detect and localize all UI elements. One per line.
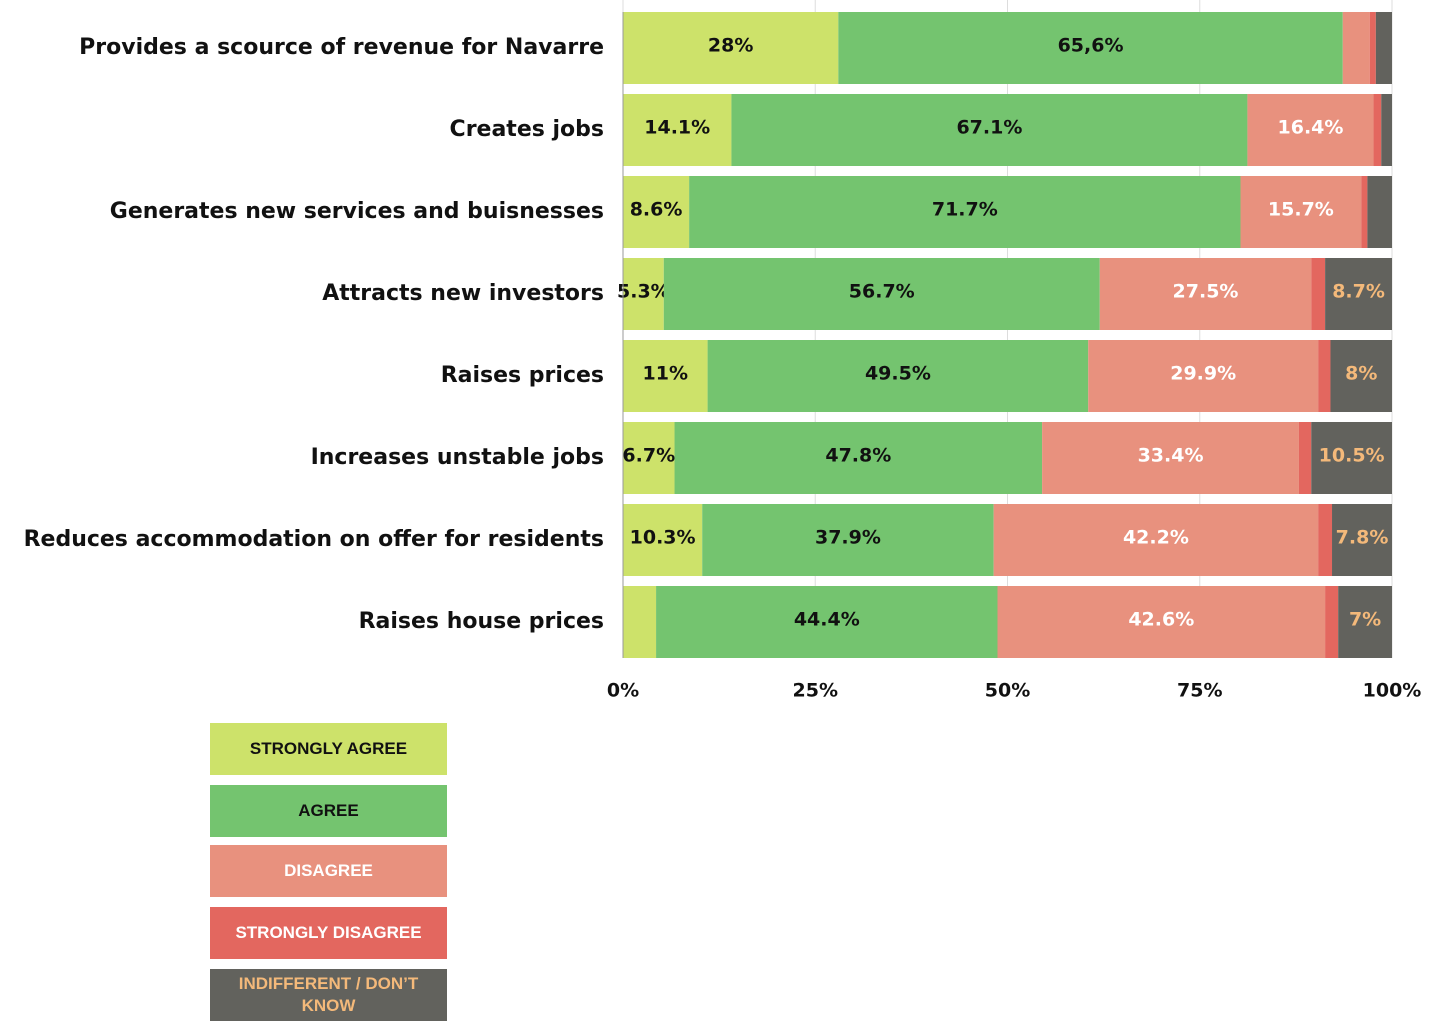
- bar-segment: [993, 504, 1319, 576]
- value-label: 56.7%: [849, 281, 915, 303]
- bar-segment: [674, 422, 1043, 494]
- bar-segment: [1325, 586, 1339, 658]
- value-label: 28%: [708, 35, 753, 57]
- value-label: 37.9%: [815, 527, 881, 549]
- bar-segment: [1042, 422, 1299, 494]
- category-label: Attracts new investors: [322, 281, 604, 306]
- value-label: 5.3%: [617, 281, 670, 303]
- value-label: 47.8%: [825, 445, 891, 467]
- value-label: 10.5%: [1319, 445, 1385, 467]
- value-label: 6.7%: [622, 445, 675, 467]
- legend-item: INDIFFERENT / DON’T KNOW: [210, 969, 447, 1021]
- category-label: Creates jobs: [450, 117, 604, 142]
- bar-segment: [623, 586, 657, 658]
- bar-segment: [1369, 12, 1376, 84]
- category-label: Increases unstable jobs: [311, 445, 604, 470]
- bar-segment: [1099, 258, 1312, 330]
- bar-segment: [997, 586, 1326, 658]
- value-label: 16.4%: [1278, 117, 1344, 139]
- bar-segment: [1311, 258, 1326, 330]
- legend-item: STRONGLY DISAGREE: [210, 907, 447, 959]
- bar-segment: [656, 586, 998, 658]
- value-label: 11%: [643, 363, 688, 385]
- category-label: Raises house prices: [359, 609, 604, 634]
- category-label: Reduces accommodation on offer for resid…: [24, 527, 604, 552]
- bar-segment: [1318, 504, 1333, 576]
- bar-segment: [1088, 340, 1319, 412]
- category-label: Generates new services and buisnesses: [110, 199, 604, 224]
- bar-segment: [623, 504, 703, 576]
- x-tick-label: 100%: [1363, 680, 1422, 702]
- bar-segment: [838, 12, 1343, 84]
- value-label: 8%: [1345, 363, 1377, 385]
- value-label: 8.6%: [630, 199, 683, 221]
- value-label: 33.4%: [1138, 445, 1204, 467]
- bar-segment: [1330, 340, 1392, 412]
- bar-segment: [731, 94, 1248, 166]
- bar-segment: [1325, 258, 1392, 330]
- bar-segment: [1240, 176, 1362, 248]
- bar-segment: [663, 258, 1100, 330]
- value-label: 14.1%: [644, 117, 710, 139]
- value-label: 42.6%: [1128, 609, 1194, 631]
- bar-segment: [707, 340, 1089, 412]
- value-label: 65,6%: [1058, 35, 1124, 57]
- bar-segment: [1318, 340, 1331, 412]
- category-label: Raises prices: [441, 363, 604, 388]
- x-tick-label: 0%: [607, 680, 639, 702]
- bar-segment: [623, 422, 675, 494]
- bar-segment: [1332, 504, 1392, 576]
- legend-item: DISAGREE: [210, 845, 447, 897]
- category-label: Provides a scource of revenue for Navarr…: [79, 35, 604, 60]
- bar-segment: [1373, 94, 1382, 166]
- value-label: 7%: [1349, 609, 1381, 631]
- bar-segment: [1311, 422, 1392, 494]
- value-label: 15.7%: [1268, 199, 1334, 221]
- x-tick-label: 50%: [985, 680, 1030, 702]
- bar-segment: [689, 176, 1241, 248]
- bar-segment: [623, 176, 690, 248]
- bar-segment: [623, 94, 732, 166]
- value-label: 27.5%: [1173, 281, 1239, 303]
- bar-segment: [1361, 176, 1368, 248]
- bar-segment: [623, 12, 839, 84]
- bar-segment: [1338, 586, 1392, 658]
- bar-segment: [1381, 94, 1392, 166]
- bar-segment: [1367, 176, 1392, 248]
- bar-segment: [702, 504, 994, 576]
- value-label: 49.5%: [865, 363, 931, 385]
- value-label: 29.9%: [1170, 363, 1236, 385]
- legend-item: STRONGLY AGREE: [210, 723, 447, 775]
- x-tick-label: 25%: [793, 680, 838, 702]
- bar-segment: [1298, 422, 1312, 494]
- value-label: 42.2%: [1123, 527, 1189, 549]
- value-label: 67.1%: [956, 117, 1022, 139]
- bar-segment: [623, 340, 708, 412]
- bar-segment: [1342, 12, 1370, 84]
- value-label: 71.7%: [932, 199, 998, 221]
- value-label: 44.4%: [794, 609, 860, 631]
- legend-item: AGREE: [210, 785, 447, 837]
- bar-segment: [623, 258, 664, 330]
- x-tick-label: 75%: [1177, 680, 1222, 702]
- bar-segment: [1247, 94, 1374, 166]
- value-label: 8.7%: [1332, 281, 1385, 303]
- bar-segment: [1375, 12, 1392, 84]
- value-label: 10.3%: [630, 527, 696, 549]
- value-label: 7.8%: [1336, 527, 1389, 549]
